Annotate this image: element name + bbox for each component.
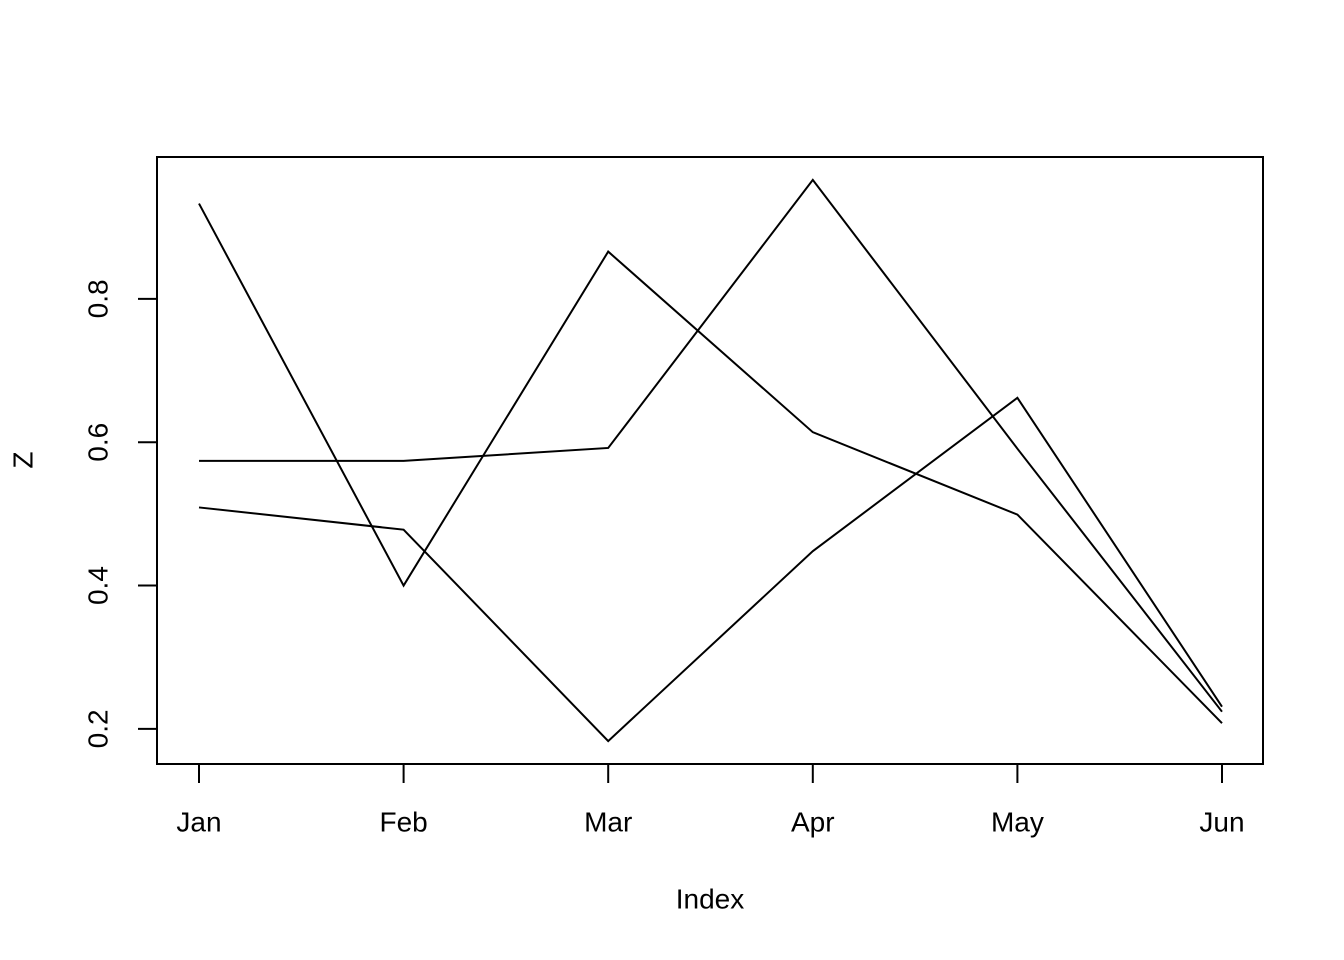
series-line — [198, 396, 1223, 743]
x-tick-label: May — [991, 806, 1044, 837]
series-line — [199, 178, 1223, 713]
x-tick-label: Mar — [584, 806, 632, 837]
x-tick-label: Apr — [791, 806, 835, 837]
x-tick-label: Feb — [379, 806, 427, 837]
y-tick-label: 0.2 — [82, 709, 113, 748]
x-tick-label: Jun — [1199, 806, 1244, 837]
series-line — [198, 203, 1223, 724]
plot-frame — [156, 156, 1264, 765]
x-tick-label: Jan — [176, 806, 221, 837]
y-tick-label: 0.4 — [82, 566, 113, 605]
x-axis-label: Index — [676, 883, 745, 914]
y-tick-label: 0.8 — [82, 279, 113, 318]
y-axis-label: Z — [7, 451, 38, 468]
y-tick-label: 0.6 — [82, 423, 113, 462]
